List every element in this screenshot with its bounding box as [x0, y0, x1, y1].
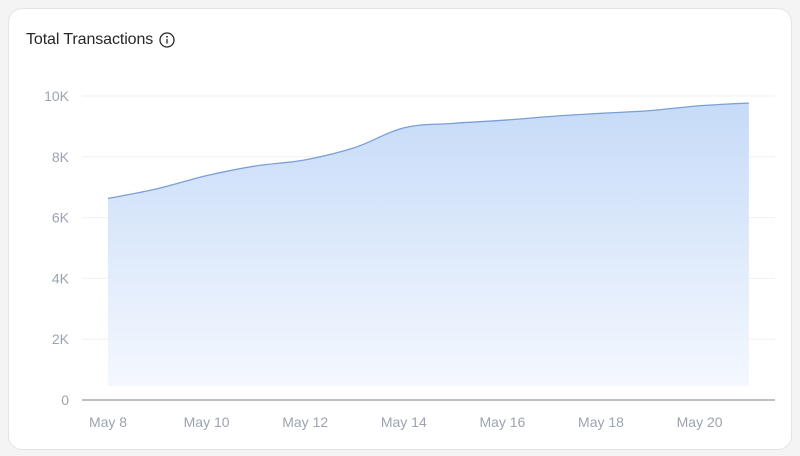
y-tick-label: 2K	[52, 331, 70, 347]
y-axis-ticks: 0 2K 4K 6K 8K 10K	[44, 88, 70, 408]
card-header: Total Transactions	[26, 31, 175, 49]
info-circle-icon[interactable]	[159, 32, 175, 48]
x-tick-label: May 18	[578, 414, 624, 430]
x-tick-label: May 20	[677, 414, 723, 430]
y-tick-label: 4K	[52, 270, 70, 286]
area-fill	[108, 102, 749, 386]
x-tick-label: May 8	[89, 414, 127, 430]
data-line	[107, 102, 749, 200]
y-tick-label: 10K	[44, 88, 70, 104]
x-axis-ticks: May 8 May 10 May 12 May 14 May 16 May 18 May 2…	[89, 414, 723, 430]
y-tick-label: 8K	[52, 149, 70, 165]
y-tick-label: 6K	[52, 210, 70, 226]
x-tick-label: May 10	[184, 414, 230, 430]
x-tick-label: May 16	[479, 414, 525, 430]
card-title: Total Transactions	[26, 31, 154, 48]
x-tick-label: May 14	[381, 414, 427, 430]
y-tick-label: 0	[61, 392, 69, 408]
x-tick-label: May 12	[282, 414, 328, 430]
